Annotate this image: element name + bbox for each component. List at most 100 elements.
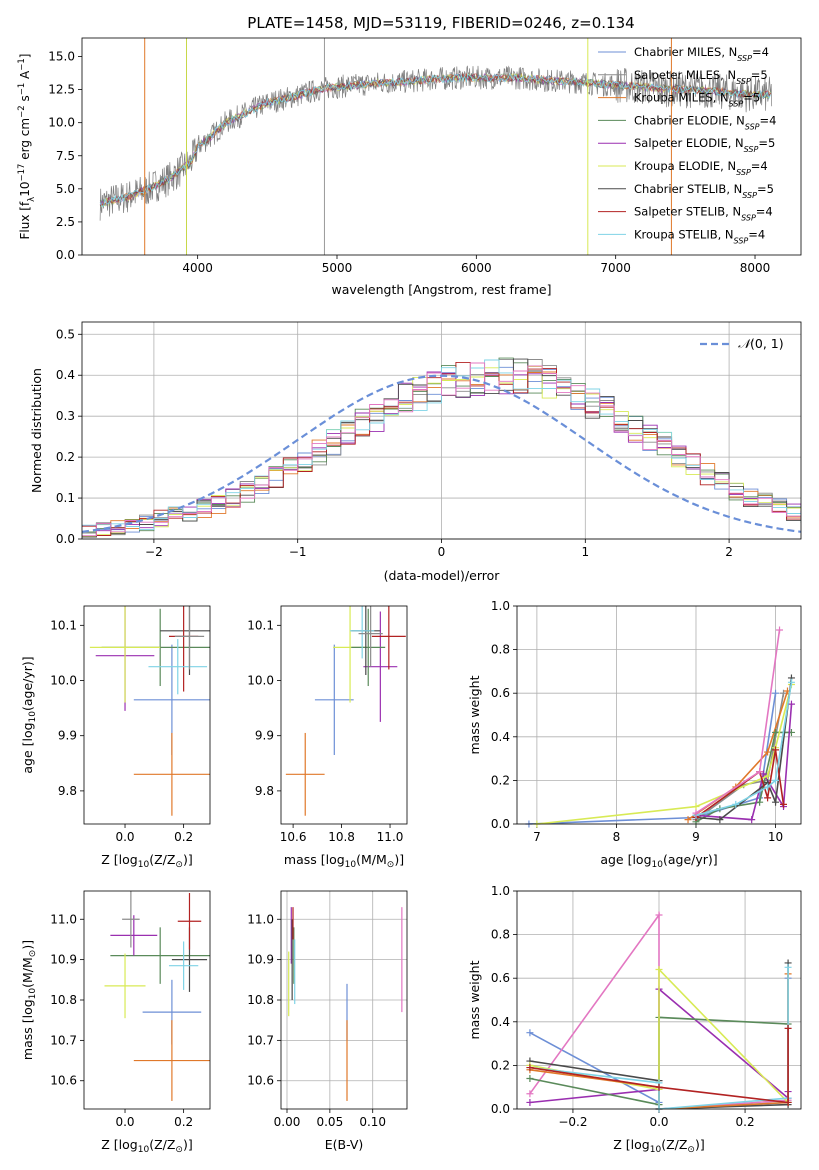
x-axis-label: Z [log10(Z/Z⊙)] [101, 852, 192, 870]
y-tick-label: 15.0 [48, 50, 75, 64]
x-tick-label: 9 [692, 830, 700, 844]
x-axis-label-part: )] [183, 1137, 193, 1152]
figure-title: PLATE=1458, MJD=53119, FIBERID=0246, z=0… [247, 14, 634, 32]
y-tick-label: 11.0 [247, 912, 274, 926]
legend-entry-label: Kroupa STELIB, N [634, 227, 734, 241]
y-tick-label: 0.2 [491, 773, 510, 787]
x-tick-label: 8000 [740, 261, 771, 275]
legend-entry-label: Salpeter MILES, N [634, 68, 736, 82]
x-tick-label: 1 [581, 545, 589, 559]
series-marker [779, 800, 787, 808]
x-tick-label: 10.8 [328, 830, 355, 844]
x-axis-label-part: ⊙ [387, 860, 395, 870]
legend-entry: Salpeter ELODIE, NSSP=5 [634, 136, 775, 154]
series-marker [784, 1024, 792, 1032]
y-axis-label-part: −17 [17, 164, 27, 182]
errorbar-point [168, 941, 199, 990]
x-tick-label: −1 [289, 545, 307, 559]
x-axis-label-part: )] [394, 852, 404, 867]
legend-entry: 𝒩(0, 1) [738, 336, 784, 351]
panel-spectrum: 4000 5000 6000 7000 8000 0.0 2.5 5.0 7.5 10.0 12.5… [17, 37, 802, 297]
legend-entry-label: Chabrier ELODIE, N [634, 113, 745, 127]
series-marker [760, 770, 768, 778]
y-tick-label: 0.8 [491, 643, 510, 657]
y-axis-label: Flux [fλ10−17 erg cm−2 s−1 A−1] [17, 54, 37, 240]
legend-entry-value: =4 [751, 159, 768, 173]
series-marker [732, 800, 740, 808]
y-tick-label: 2.5 [56, 215, 75, 229]
y-tick-label: 9.9 [58, 729, 77, 743]
legend-entry-sub: SSP [741, 213, 756, 222]
y-axis-label-part: mass [log [20, 999, 35, 1060]
y-tick-label: 0.1 [56, 491, 75, 505]
x-tick-label: 0.00 [274, 1115, 301, 1129]
x-axis-label-part: (Z/Z [149, 852, 175, 867]
legend-entry-value: =4 [760, 113, 777, 127]
errorbar-point [122, 891, 140, 948]
y-axis-label: age [log10(age/yr)] [20, 656, 38, 773]
series-marker [772, 776, 780, 784]
x-axis-label-part: Z [log [101, 1137, 137, 1152]
y-tick-label: 11.0 [50, 912, 77, 926]
x-tick-label: 0.0 [115, 1115, 134, 1129]
series-marker [655, 1083, 663, 1091]
y-tick-label: 0.2 [56, 450, 75, 464]
x-tick-label: 0.2 [736, 1115, 755, 1129]
x-tick-label: 10.6 [280, 830, 307, 844]
histogram-step-line [82, 366, 801, 538]
y-tick-label: 10.1 [50, 618, 77, 632]
y-axis-label-part: ⊙ [28, 950, 38, 958]
series-marker [526, 1098, 534, 1106]
errorbar-point [177, 893, 202, 950]
legend-entry-label: Kroupa ELODIE, N [634, 159, 736, 173]
y-tick-label: 0.4 [491, 730, 510, 744]
y-axis-label-part: 10 [18, 182, 32, 197]
x-axis-label-part: ⊙ [175, 860, 183, 870]
y-axis-label-part: Flux [f [18, 201, 32, 239]
series-marker [787, 678, 795, 686]
y-tick-label: 0.0 [491, 1102, 510, 1116]
errorbar-point [133, 1020, 210, 1101]
y-tick-label: 0.6 [491, 686, 510, 700]
y-axis-label-part: (M/M [20, 957, 35, 988]
y-tick-label: 10.8 [50, 993, 77, 1007]
x-tick-label: 0.0 [649, 1115, 668, 1129]
series-marker [526, 1029, 534, 1037]
series-marker [772, 728, 780, 736]
legend-entry-sub: SSP [729, 99, 744, 108]
x-axis-label-part: 10 [650, 1145, 662, 1155]
errorbar-point [363, 611, 398, 722]
spectrum-data-line [99, 65, 773, 221]
y-tick-label: 10.6 [50, 1074, 77, 1088]
histogram-step-line [82, 362, 801, 537]
x-axis-label: Z [log10(Z/Z⊙)] [613, 1137, 704, 1155]
y-tick-label: 7.5 [56, 149, 75, 163]
x-tick-label: 5000 [322, 261, 353, 275]
series-marker [764, 772, 772, 780]
x-axis-label: (data-model)/error [384, 568, 501, 583]
y-axis-label-part: erg cm [18, 118, 32, 164]
y-tick-label: 0.8 [491, 928, 510, 942]
x-tick-label: 8 [613, 830, 621, 844]
axes-frame [81, 321, 802, 540]
x-tick-label: −2 [145, 545, 163, 559]
histogram-step-line [82, 358, 801, 538]
series-line [529, 1028, 789, 1104]
x-axis-label-part: 10 [138, 1145, 150, 1155]
legend-entry-sub: SSP [737, 54, 752, 63]
x-tick-label: 6000 [461, 261, 492, 275]
x-axis-label-part: ⊙ [687, 1145, 695, 1155]
x-axis-label-part: 10 [652, 860, 664, 870]
legend-entry-sub: SSP [736, 168, 751, 177]
legend-entry: Kroupa MILES, NSSP=5 [634, 91, 760, 109]
series-marker [526, 1064, 534, 1072]
x-axis-label: mass [log10(M/M⊙)] [284, 852, 404, 870]
y-axis-label-part: −1 [17, 58, 27, 71]
legend-entry: Salpeter MILES, NSSP=5 [634, 68, 768, 86]
legend-entry-value: =5 [757, 182, 774, 196]
x-tick-label: 7 [533, 830, 541, 844]
legend-entry: Kroupa STELIB, NSSP=4 [634, 227, 765, 245]
x-axis-label-part: age [log [600, 852, 651, 867]
y-axis-label-part: s [18, 95, 32, 105]
series-marker [787, 700, 795, 708]
